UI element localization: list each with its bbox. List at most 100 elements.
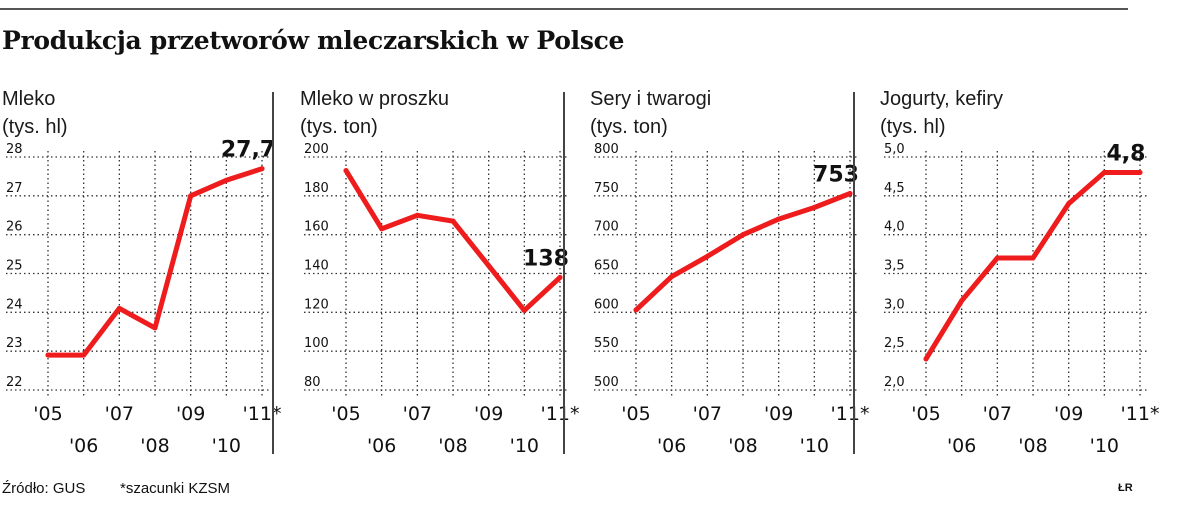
data-label: 753: [813, 163, 859, 188]
y-tick-label: 100: [304, 336, 329, 351]
top-rule: [0, 8, 1128, 10]
data-point: [1030, 255, 1036, 261]
chart-jogurty-kefiry: Jogurty, kefiry (tys. hl) 2,0 2,5 3,0 3,5 4,…: [878, 80, 1168, 470]
x-tick-label: '11*: [541, 403, 580, 425]
data-point: [152, 325, 158, 331]
data-point: [557, 274, 563, 280]
x-tick-label: '07: [403, 403, 432, 425]
chart-label: Jogurty, kefiry: [880, 88, 1003, 110]
data-point: [1137, 170, 1143, 176]
x-tick-label: '10: [510, 435, 539, 457]
x-tick-label: '07: [693, 403, 722, 425]
y-tick-label: 140: [304, 259, 329, 274]
y-tick-label: 550: [594, 336, 619, 351]
chart-separator: [853, 92, 855, 454]
data-point: [414, 212, 420, 218]
data-point: [633, 307, 639, 313]
x-tick-label: '05: [331, 403, 360, 425]
x-tick-label: '05: [911, 403, 940, 425]
chart-label: Sery i twarogi: [590, 88, 712, 110]
data-point: [450, 218, 456, 224]
x-tick-label: '07: [983, 403, 1012, 425]
line-chart-mleko: 22 23 24 25 26 27 28 '05 '06 '07 '08 '09 '10'11* 27,7: [6, 138, 281, 457]
y-tick-label: 180: [304, 181, 329, 196]
y-tick-label: 27: [6, 181, 23, 196]
x-tick-label: '09: [176, 403, 205, 425]
data-label: 138: [523, 246, 569, 271]
data-point: [188, 193, 194, 199]
data-point: [740, 232, 746, 238]
x-tick-label: '10: [212, 435, 241, 457]
x-tick-label: '11*: [1121, 403, 1160, 425]
y-tick-label: 5,0: [884, 142, 905, 157]
y-tick-label: 4,5: [884, 181, 905, 196]
data-point: [45, 352, 51, 358]
y-tick-label: 3,5: [884, 259, 905, 274]
chart-unit: (tys. hl): [2, 116, 68, 138]
y-tick-label: 120: [304, 297, 329, 312]
data-point: [379, 226, 385, 232]
x-tick-label: '10: [1090, 435, 1119, 457]
data-point: [116, 305, 122, 311]
y-tick-label: 25: [6, 259, 23, 274]
data-point: [994, 255, 1000, 261]
x-tick-label: '09: [764, 403, 793, 425]
y-tick-label: 3,0: [884, 297, 905, 312]
y-tick-label: 700: [594, 220, 619, 235]
x-tick-label: '08: [1018, 435, 1047, 457]
y-tick-label: 4,0: [884, 220, 905, 235]
data-point: [486, 263, 492, 269]
y-tick-label: 650: [594, 259, 619, 274]
y-tick-label: 80: [304, 375, 321, 390]
y-tick-label: 23: [6, 336, 23, 351]
x-tick-label: '05: [621, 403, 650, 425]
line-chart-sery-i-twarogi: 500 550 600 650 700 750 800 '05 '06 '07 '08 '09 '10'…: [594, 142, 870, 457]
chart-mleko-w-proszku: Mleko w proszku (tys. ton) 80 100 120 140 16…: [298, 80, 588, 470]
data-label: 27,7: [221, 138, 275, 163]
data-point: [704, 253, 710, 259]
data-point: [923, 356, 929, 362]
x-tick-label: '06: [657, 435, 686, 457]
x-tick-label: '09: [1054, 403, 1083, 425]
x-tick-label: '07: [105, 403, 134, 425]
x-tick-label: '06: [947, 435, 976, 457]
x-tick-label: '06: [69, 435, 98, 457]
x-tick-label: '08: [140, 435, 169, 457]
x-tick-label: '10: [800, 435, 829, 457]
x-tick-label: '05: [33, 403, 62, 425]
y-tick-label: 600: [594, 297, 619, 312]
data-point: [847, 191, 853, 197]
y-tick-label: 28: [6, 142, 23, 157]
data-point: [1066, 201, 1072, 207]
data-point: [81, 352, 87, 358]
data-point: [223, 177, 229, 183]
y-tick-label: 750: [594, 181, 619, 196]
y-tick-label: 24: [6, 297, 23, 312]
data-point: [776, 216, 782, 222]
data-point: [259, 166, 265, 172]
data-label: 4,8: [1107, 142, 1146, 167]
data-point: [669, 274, 675, 280]
charts-area: Mleko (tys. hl) 22 23 24 25 26 27 28 '05 '06 '07 '…: [0, 80, 1200, 470]
x-tick-label: '09: [474, 403, 503, 425]
chart-mleko: Mleko (tys. hl) 22 23 24 25 26 27 28 '05 '06 '07 '…: [0, 80, 290, 470]
footer: Źródło: GUS *szacunki KZSM ŁR: [0, 480, 1200, 504]
chart-unit: (tys. ton): [300, 116, 378, 138]
series-line: [923, 170, 1143, 362]
estimate-note: *szacunki KZSM: [120, 480, 231, 497]
data-point: [521, 307, 527, 313]
y-tick-label: 800: [594, 142, 619, 157]
y-tick-label: 2,5: [884, 336, 905, 351]
chart-separator: [272, 92, 274, 454]
data-point: [343, 168, 349, 174]
y-tick-label: 26: [6, 220, 23, 235]
chart-label: Mleko w proszku: [300, 88, 449, 110]
chart-sery-i-twarogi: Sery i twarogi (tys. ton) 500 550 600 650 70…: [588, 80, 878, 470]
data-point: [1101, 170, 1107, 176]
y-tick-label: 2,0: [884, 375, 905, 390]
chart-title: Produkcja przetworów mleczarskich w Pols…: [2, 26, 625, 55]
x-tick-label: '11*: [831, 403, 870, 425]
line-chart-mleko-w-proszku: 80 100 120 140 160 180 200 '05 '06 '07 '08 '09 '10'1…: [304, 142, 580, 457]
data-point: [811, 204, 817, 210]
x-tick-label: '08: [438, 435, 467, 457]
